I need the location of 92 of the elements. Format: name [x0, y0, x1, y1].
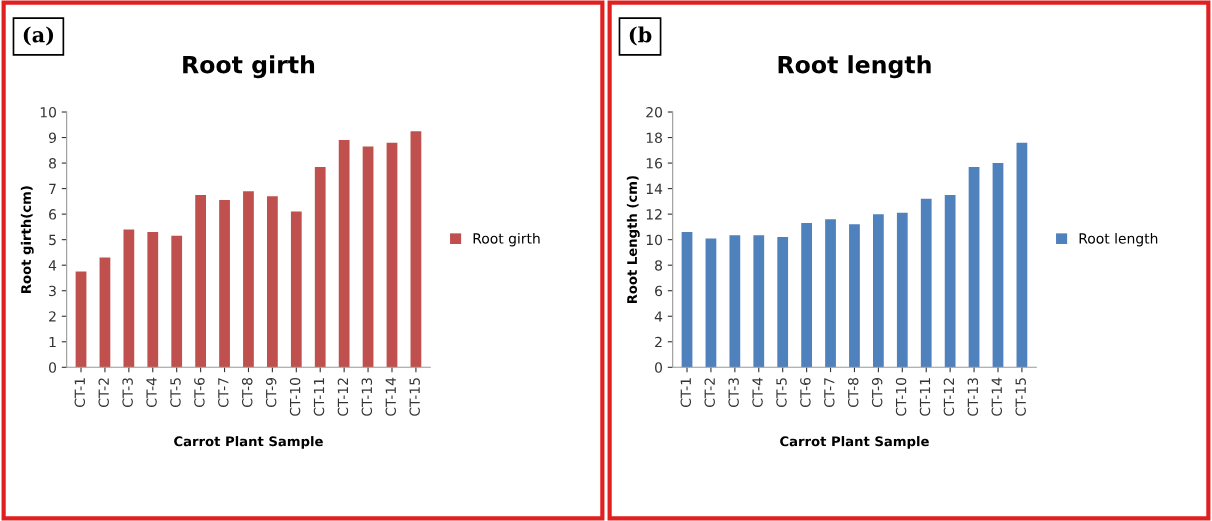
y-tick-label: 6: [49, 209, 57, 220]
y-tick-label: 4: [48, 260, 57, 271]
y-tick-label: 4: [654, 311, 663, 322]
x-tick-label: CT-7: [218, 378, 229, 408]
y-tick-label: 16: [646, 158, 663, 169]
x-tick-label: CT-1: [74, 378, 86, 408]
y-tick-label: 14: [646, 183, 663, 194]
y-tick-label: 5: [49, 234, 56, 246]
text: (a): [23, 26, 54, 46]
x-tick-label: CT-2: [98, 378, 109, 408]
x-tick-label: CT-15: [1015, 378, 1026, 416]
y-tick-label: 18: [646, 132, 662, 144]
x-tick-label: CT-6: [800, 377, 811, 408]
x-tick-label: CT-10: [289, 377, 301, 416]
bar: [801, 223, 812, 368]
x-tick-label: CT-9: [871, 378, 883, 408]
y-tick-label: 10: [646, 234, 663, 246]
y-tick-label: 12: [646, 209, 662, 220]
x-tick-label: CT-4: [146, 377, 157, 408]
y-tick-label: 7: [49, 183, 56, 194]
x-tick-label: CT-8: [847, 377, 859, 408]
x-tick-label: CT-3: [122, 378, 133, 408]
x-tick-label: CT-1: [680, 378, 692, 408]
x-tick-label: CT-12: [943, 378, 955, 416]
y-tick-label: 0: [49, 362, 57, 373]
x-tick-label: CT-11: [919, 378, 931, 416]
x-tick-label: CT-3: [728, 378, 739, 408]
bar: [968, 166, 980, 368]
x-tick-label: CT-14: [991, 377, 1003, 416]
x-axis-title: Carrot Plant Sample: [780, 436, 929, 449]
y-tick-label: 20: [646, 106, 663, 118]
x-tick-label: CT-6: [194, 377, 205, 408]
legend-label: Root length: [1079, 232, 1158, 247]
y-tick-label: 8: [655, 260, 662, 271]
y-tick-label: 6: [655, 285, 663, 297]
x-tick-label: CT-14: [385, 377, 397, 416]
bar: [219, 200, 230, 368]
y-tick-label: 2: [655, 336, 662, 348]
bar: [386, 142, 398, 368]
x-tick-label: CT-10: [895, 377, 907, 416]
x-axis-title: Carrot Plant Sample: [174, 436, 323, 449]
bar: [171, 235, 183, 368]
bar: [362, 146, 374, 368]
x-tick-label: CT-13: [361, 378, 373, 416]
bar: [99, 257, 111, 368]
chart-title: Root girth: [183, 55, 315, 79]
x-tick-label: CT-15: [409, 378, 420, 416]
bar: [681, 232, 693, 368]
bar: [705, 238, 717, 368]
y-tick-label: 0: [655, 362, 663, 373]
y-tick-label: 2: [49, 311, 56, 322]
bar: [920, 198, 932, 368]
bar: [729, 235, 741, 368]
x-tick-label: CT-4: [752, 377, 763, 408]
y-tick-label: 8: [49, 158, 56, 169]
bar: [944, 194, 956, 368]
bar: [849, 224, 860, 368]
bar: [290, 211, 302, 368]
legend-label: Root girth: [473, 232, 540, 247]
y-tick-label: 10: [40, 106, 57, 118]
x-tick-label: CT-8: [241, 377, 253, 408]
x-tick-label: CT-12: [337, 378, 349, 416]
y-tick-label: 1: [49, 336, 56, 348]
y-axis-title: Root girth(cm): [20, 186, 34, 293]
x-tick-label: CT-7: [824, 378, 835, 408]
bar: [873, 214, 884, 368]
bar: [753, 235, 765, 368]
x-tick-label: CT-13: [967, 378, 979, 416]
bar: [777, 237, 789, 368]
bar: [267, 196, 278, 368]
bar: [314, 166, 326, 368]
bar: [123, 229, 135, 368]
bar: [147, 232, 159, 368]
bar: [825, 219, 836, 368]
x-tick-label: CT-11: [313, 378, 325, 416]
bar: [75, 271, 87, 368]
bar: [410, 131, 422, 368]
text: (b: [629, 26, 652, 46]
y-tick-label: 9: [48, 132, 56, 144]
x-tick-label: CT-9: [265, 378, 277, 408]
bar: [195, 194, 206, 368]
bar: [338, 140, 350, 368]
x-tick-label: CT-5: [776, 378, 787, 408]
x-tick-label: CT-2: [704, 378, 715, 408]
y-tick-label: 3: [49, 285, 56, 297]
bar: [896, 212, 908, 368]
bar: [1016, 142, 1028, 368]
chart-title: Root length: [778, 55, 931, 79]
x-tick-label: CT-5: [170, 378, 181, 408]
y-axis-title: Root Length (cm): [626, 176, 640, 304]
bar: [992, 163, 1004, 368]
bar: [243, 191, 254, 368]
